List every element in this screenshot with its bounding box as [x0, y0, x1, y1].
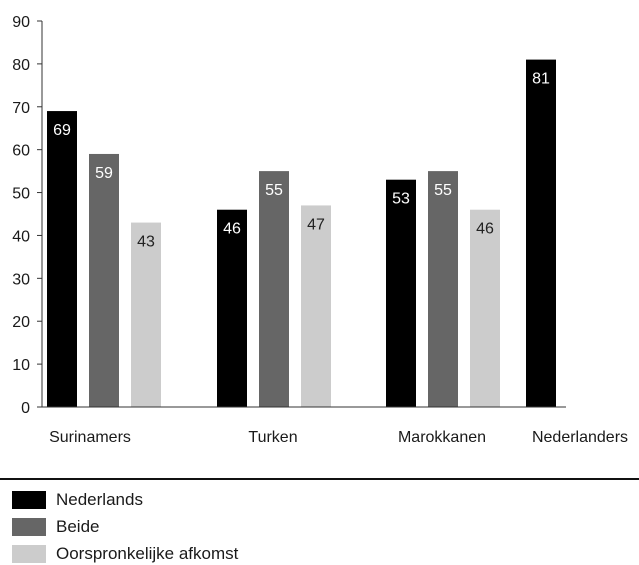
y-axis: 0 10 20 30 40 50 60 70 80 90: [12, 14, 43, 417]
legend: Nederlands Beide Oorspronkelijke afkomst: [0, 478, 639, 563]
bar-turken-nederlands: [217, 209, 247, 407]
x-category-label: Nederlanders: [532, 429, 628, 446]
y-tick-label: 50: [12, 186, 30, 203]
bar-turken-beide: [259, 171, 289, 407]
data-label-surinamers-beide: 59: [95, 165, 113, 182]
y-tick-label: 30: [12, 271, 30, 288]
bar-surinamers-beide: [89, 153, 119, 407]
data-label-nederlanders-nederlands: 81: [532, 71, 550, 88]
data-label-surinamers-nederlands: 69: [53, 122, 71, 139]
legend-label-oorspronkelijke-afkomst: Oorspronkelijke afkomst: [56, 544, 239, 563]
legend-label-nederlands: Nederlands: [56, 490, 143, 509]
legend-item-oorspronkelijke-afkomst: Oorspronkelijke afkomst: [12, 544, 238, 564]
data-label-turken-oorspronkelijke-afkomst: 47: [307, 216, 325, 233]
bar-marokkanen-oorspronkelijke-afkomst: [470, 209, 500, 407]
x-category-label: Surinamers: [49, 429, 131, 446]
y-tick-label: 90: [12, 14, 30, 31]
bar-surinamers-oorspronkelijke-afkomst: [131, 222, 161, 407]
bars: 69 59 43 46 55 47 53 55 46 81: [47, 59, 556, 408]
bar-nederlanders-nederlands: [526, 59, 556, 407]
y-tick-label: 40: [12, 228, 30, 245]
data-label-turken-nederlands: 46: [223, 221, 241, 238]
bar-turken-oorspronkelijke-afkomst: [301, 205, 331, 407]
y-tick-label: 60: [12, 143, 30, 160]
y-tick-label: 0: [21, 400, 30, 417]
data-label-surinamers-oorspronkelijke-afkomst: 43: [137, 234, 155, 251]
data-label-marokkanen-oorspronkelijke-afkomst: 46: [476, 221, 494, 238]
x-axis: Surinamers Turken Marokkanen Nederlanders: [42, 406, 628, 446]
legend-label-beide: Beide: [56, 517, 100, 536]
legend-swatch-oorspronkelijke-afkomst: [12, 545, 46, 563]
bar-surinamers-nederlands: [47, 111, 77, 408]
x-category-label: Turken: [248, 429, 297, 446]
legend-swatch-nederlands: [12, 491, 46, 509]
y-tick-label: 10: [12, 357, 30, 374]
data-label-marokkanen-beide: 55: [434, 182, 452, 199]
data-label-turken-beide: 55: [265, 182, 283, 199]
data-label-marokkanen-nederlands: 53: [392, 191, 410, 208]
y-tick-label: 70: [12, 100, 30, 117]
y-tick-label: 20: [12, 314, 30, 331]
bar-marokkanen-nederlands: [386, 179, 416, 407]
bar-marokkanen-beide: [428, 171, 458, 407]
y-tick-label: 80: [12, 57, 30, 74]
legend-item-beide: Beide: [12, 517, 99, 537]
bar-chart: 0 10 20 30 40 50 60 70 80 90 69 59 43 46 55 47 53 55 46 81…: [12, 14, 628, 446]
x-category-label: Marokkanen: [398, 429, 486, 446]
legend-item-nederlands: Nederlands: [12, 490, 143, 510]
legend-swatch-beide: [12, 518, 46, 536]
